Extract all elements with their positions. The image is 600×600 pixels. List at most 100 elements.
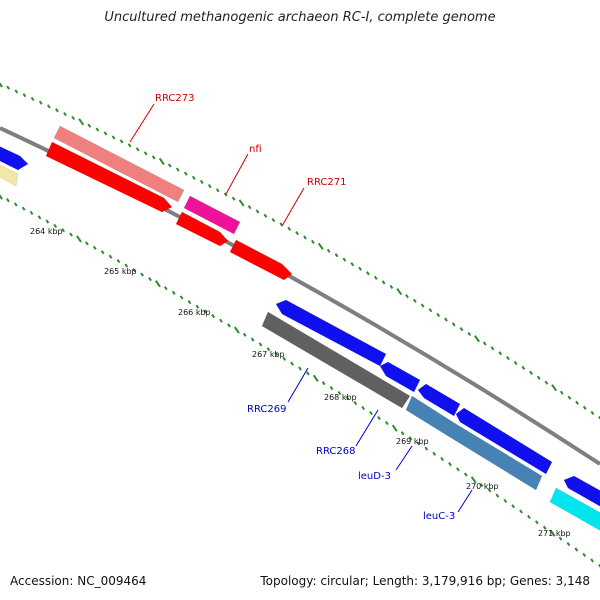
gene-label-leud-3[interactable]: leuD-3 [358,471,391,482]
minor-tick [361,405,366,411]
feature-rrc271[interactable] [229,239,293,281]
minor-tick [444,317,448,322]
major-tick [0,82,3,88]
gene-label-rrc269[interactable]: RRC269 [247,404,286,415]
minor-tick [377,415,381,421]
minor-tick [479,482,484,488]
minor-tick [247,205,252,210]
minor-tick [175,167,180,172]
minor-tick [345,395,350,401]
minor-tick [559,390,564,395]
feature-blue-long[interactable] [455,407,553,475]
minor-tick [148,277,152,282]
major-tick [233,326,240,334]
major-tick [551,384,558,392]
label-leader-lines [129,103,473,513]
feature-edge-blue[interactable] [0,142,29,171]
minor-tick [513,360,518,366]
minor-tick [71,115,76,120]
major-tick [317,242,324,250]
minor-tick [519,509,523,514]
minor-tick [358,266,362,271]
feature-rrc273[interactable] [53,125,185,203]
minor-tick [29,210,34,216]
gene-label-rrc273[interactable]: RRC273 [155,93,194,104]
major-tick [238,199,245,207]
minor-tick [463,472,468,477]
minor-tick [529,370,533,375]
major-tick [78,118,85,126]
minor-tick [329,386,334,391]
minor-tick [111,135,116,140]
minor-tick [306,371,310,376]
minor-tick [207,184,212,189]
gene-label-rrc271[interactable]: RRC271 [307,177,346,188]
scale-label: 270 kbp [466,482,499,491]
minor-tick [420,303,425,308]
gene-label-leuc-3[interactable]: leuC-3 [423,511,455,522]
minor-tick [22,93,27,98]
minor-tick [334,253,339,258]
feature-small-blue[interactable] [379,361,421,393]
major-tick [549,529,556,537]
minor-tick [61,228,66,233]
major-tick [470,476,477,484]
feature-blue-mid[interactable] [417,383,461,417]
minor-tick [506,356,510,361]
leader-nfi [225,153,249,195]
minor-tick [303,235,307,240]
minor-tick [495,493,500,498]
minor-tick [590,558,594,563]
feature-edge-blue-right[interactable] [563,475,600,512]
minor-tick [311,239,315,244]
minor-tick [384,421,389,426]
minor-tick [511,504,516,509]
minor-tick [151,155,156,160]
minor-tick [369,410,373,416]
minor-tick [108,254,113,259]
genome-summary-text: Topology: circular; Length: 3,179,916 bp… [260,574,590,588]
minor-tick [37,215,42,220]
feature-rrc268[interactable] [261,311,411,409]
minor-tick [282,356,287,361]
minor-tick [211,313,216,319]
map-title: Uncultured methanogenic archaeon RC-I, c… [104,10,496,25]
minor-tick [408,436,413,441]
minor-tick [389,284,394,290]
minor-tick [203,309,208,314]
feature-edge-yellow[interactable] [0,160,19,187]
minor-tick [250,337,255,342]
minor-tick [183,171,188,176]
feature-leuc-3[interactable] [447,423,543,491]
minor-tick [527,514,531,520]
minor-tick [503,498,508,504]
feature-nfi[interactable] [183,195,241,235]
minor-tick [140,272,144,277]
feature-rrc269-blue[interactable] [275,299,387,367]
minor-tick [191,175,196,180]
major-tick [396,288,403,296]
minor-tick [231,196,236,201]
gene-label-nfi[interactable]: nfi [249,144,262,155]
tick-marks [0,82,600,568]
major-tick [391,424,398,432]
minor-tick [498,351,503,356]
feature-red-long[interactable] [45,141,173,213]
leader-rrc273 [129,103,155,143]
minor-tick [381,280,386,285]
leader-leud-3 [395,445,413,471]
feature-red-short[interactable] [175,211,229,247]
minor-tick [84,241,89,246]
minor-tick [416,441,421,446]
minor-tick [598,563,600,568]
feature-edge-cyan[interactable] [549,487,600,536]
scale-label: 268 kbp [324,393,357,402]
minor-tick [199,179,204,185]
minor-tick [55,108,59,113]
minor-tick [95,127,100,132]
minor-tick [428,308,433,313]
minor-tick [337,390,342,396]
gene-label-rrc268[interactable]: RRC268 [316,446,355,457]
minor-tick [298,366,302,371]
